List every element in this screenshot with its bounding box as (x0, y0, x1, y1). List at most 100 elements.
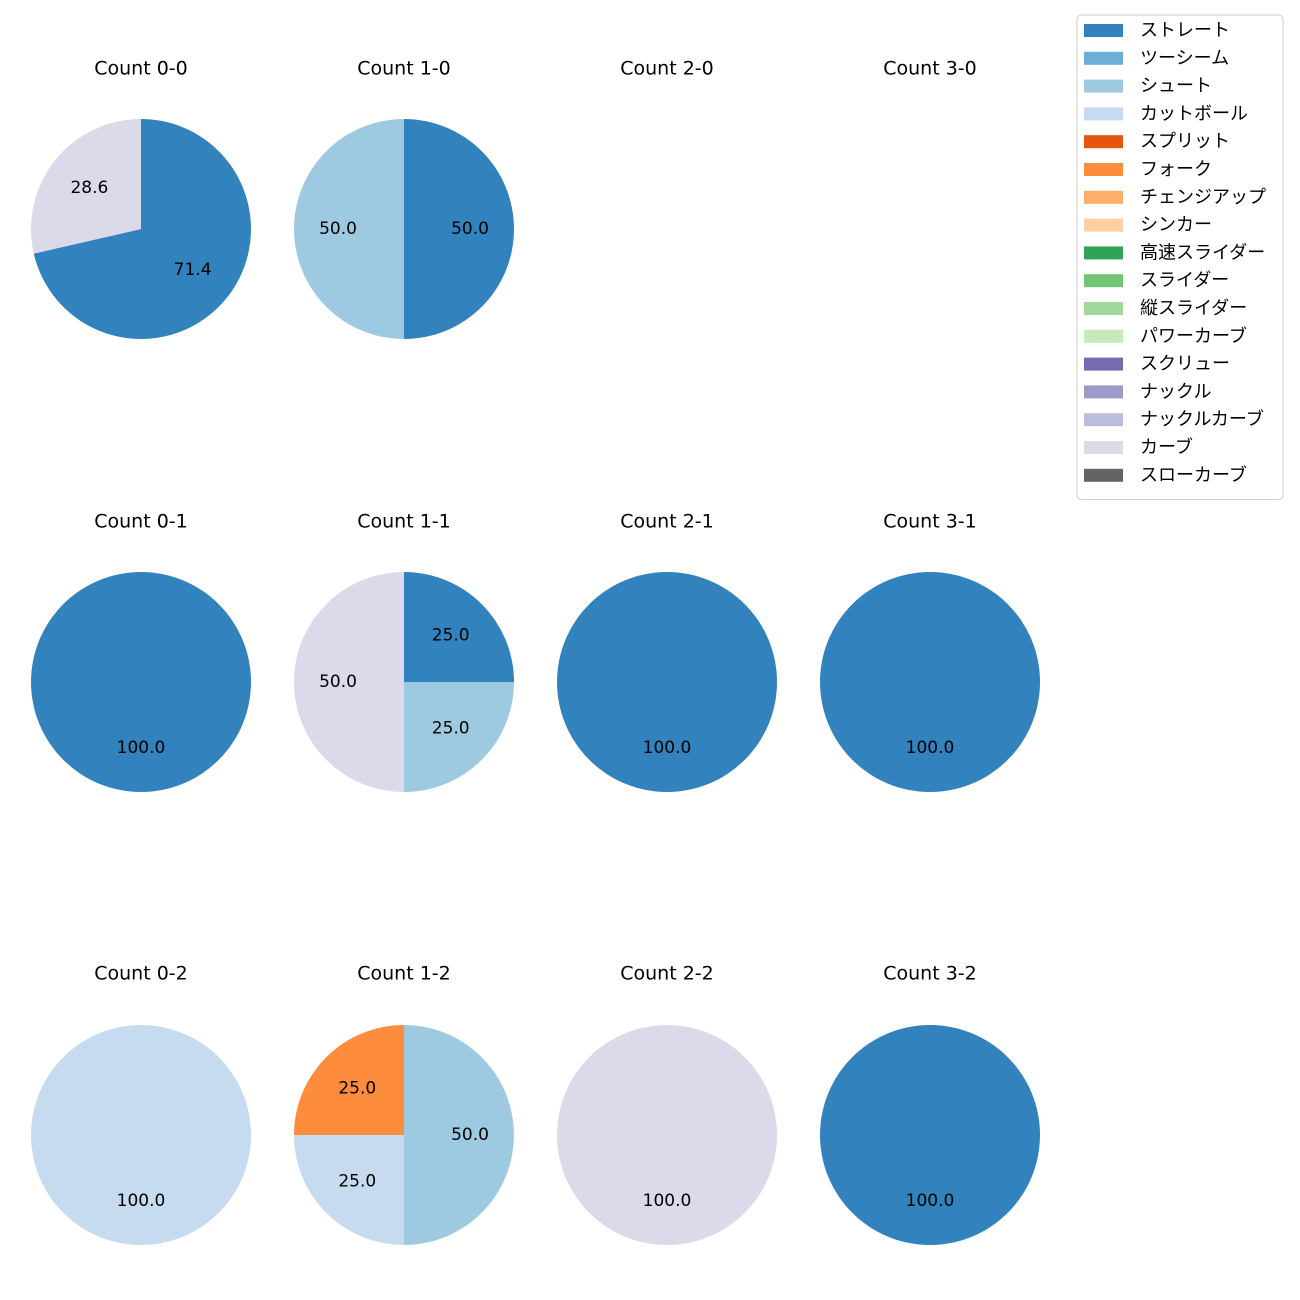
pie-9: Count 0-2 100.0 (31, 963, 251, 1245)
pie-slice (404, 1025, 514, 1245)
legend-swatch (1084, 468, 1123, 482)
pie-title: Count 3-1 (883, 511, 977, 533)
legend-item: スプリット (1084, 131, 1230, 152)
pie-slice (33, 119, 251, 339)
pie-slice-label: 100.0 (643, 1191, 692, 1211)
pie-slice (404, 572, 514, 682)
legend-label: ナックル (1140, 381, 1211, 402)
legend-swatch (1084, 274, 1123, 288)
legend-label: 縦スライダー (1140, 298, 1247, 319)
pie-slice (294, 572, 404, 792)
legend-frame (1076, 14, 1284, 501)
legend-swatch (1084, 51, 1123, 65)
pie-11: Count 2-2 100.0 (557, 963, 777, 1245)
legend-label: ツーシーム (1140, 48, 1229, 69)
pie-slice-label: 100.0 (643, 738, 692, 758)
legend-item: パワーカーブ (1084, 325, 1247, 347)
pie-7: Count 2-1 100.0 (557, 511, 777, 792)
pie-slice-label: 50.0 (451, 219, 489, 239)
legend-item: スクリュー (1084, 354, 1230, 375)
pie-slice-label: 25.0 (338, 1078, 376, 1098)
pie-slice (557, 1025, 777, 1245)
pie-title: Count 0-0 (94, 58, 188, 80)
pie-slice-label: 50.0 (451, 1125, 489, 1145)
legend-item: ナックル (1084, 381, 1211, 402)
pie-title: Count 3-0 (883, 58, 977, 80)
pie-slice (294, 1135, 404, 1245)
legend-label: スライダー (1140, 270, 1229, 291)
legend-swatch (1084, 385, 1123, 399)
pie-2: Count 1-0 50.0 50.0 (294, 58, 514, 339)
legend-item: 高速スライダー (1084, 242, 1265, 263)
legend-label: チェンジアップ (1140, 187, 1266, 208)
pie-slice-label: 25.0 (432, 625, 470, 645)
legend-label: シンカー (1140, 215, 1212, 236)
legend-label: スプリット (1140, 131, 1230, 152)
pie-1: Count 0-0 71.4 28.6 (30, 58, 251, 339)
pie-title: Count 2-1 (620, 511, 714, 533)
legend-item: シュート (1084, 76, 1212, 97)
pie-slice (31, 572, 251, 792)
legend-swatch (1084, 190, 1123, 204)
legend-swatch (1084, 329, 1123, 343)
pie-title: Count 0-1 (94, 511, 188, 533)
legend-label: パワーカーブ (1140, 325, 1247, 347)
legend-item: フォーク (1084, 159, 1212, 180)
pie-slice (294, 119, 404, 339)
pie-title: Count 2-2 (620, 963, 714, 985)
legend-label: カーブ (1140, 436, 1193, 458)
pie-title: Count 0-2 (94, 963, 188, 985)
legend-item: ツーシーム (1084, 48, 1229, 69)
pie-slice-label: 71.4 (174, 260, 212, 280)
pie-10: Count 1-2 50.0 25.0 25.0 (294, 963, 514, 1245)
pie-slice-label: 28.6 (70, 178, 108, 198)
pie-title: Count 3-2 (883, 963, 977, 985)
legend-swatch (1084, 302, 1123, 315)
pie-5: Count 0-1 100.0 (31, 511, 251, 792)
legend-item: チェンジアップ (1084, 187, 1266, 208)
pie-title: Count 1-1 (357, 511, 451, 533)
legend-item: スライダー (1084, 270, 1229, 291)
legend-swatch (1084, 79, 1123, 93)
legend-label: ナックルカーブ (1140, 408, 1264, 430)
pie-slice-label: 100.0 (906, 1191, 955, 1211)
pie-slice-label: 100.0 (117, 1191, 166, 1211)
pie-title: Count 1-0 (357, 58, 451, 80)
legend-label: ストレート (1140, 20, 1230, 41)
legend-item: カーブ (1084, 436, 1193, 458)
pie-8: Count 3-1 100.0 (820, 511, 1040, 792)
legend-item: スローカーブ (1084, 464, 1247, 486)
pie-slice (820, 572, 1040, 792)
legend-item: シンカー (1084, 215, 1212, 236)
pie-6: Count 1-1 25.0 25.0 50.0 (294, 511, 514, 792)
legend-swatch (1084, 357, 1123, 371)
legend-label: スローカーブ (1140, 464, 1247, 486)
pie-slice (294, 1025, 404, 1135)
legend-label: シュート (1140, 76, 1212, 97)
legend-label: スクリュー (1140, 354, 1230, 375)
legend-swatch (1084, 246, 1123, 260)
pie-4: Count 3-0 (883, 58, 977, 80)
legend-item: カットボール (1084, 103, 1248, 124)
pie-slice-label: 25.0 (432, 719, 470, 739)
legend-label: フォーク (1140, 159, 1212, 180)
pie-slice (30, 119, 142, 254)
legend-swatch (1084, 163, 1123, 176)
pie-slice (404, 682, 514, 792)
pie-12: Count 3-2 100.0 (820, 963, 1040, 1245)
legend-item: ナックルカーブ (1084, 408, 1264, 430)
pie-slice-label: 50.0 (319, 219, 357, 239)
pie-slice (404, 119, 514, 339)
pie-slice (820, 1025, 1040, 1245)
pie-slice-label: 100.0 (117, 738, 166, 758)
pie-slice-label: 100.0 (906, 738, 955, 758)
legend-swatch (1084, 218, 1123, 232)
pie-slice (557, 572, 777, 792)
pie-slice-label: 25.0 (338, 1172, 376, 1192)
legend-item: ストレート (1084, 20, 1230, 41)
legend-swatch (1084, 135, 1123, 149)
legend-label: カットボール (1140, 103, 1248, 124)
pie-title: Count 1-2 (357, 963, 451, 985)
legend-swatch (1084, 107, 1123, 121)
